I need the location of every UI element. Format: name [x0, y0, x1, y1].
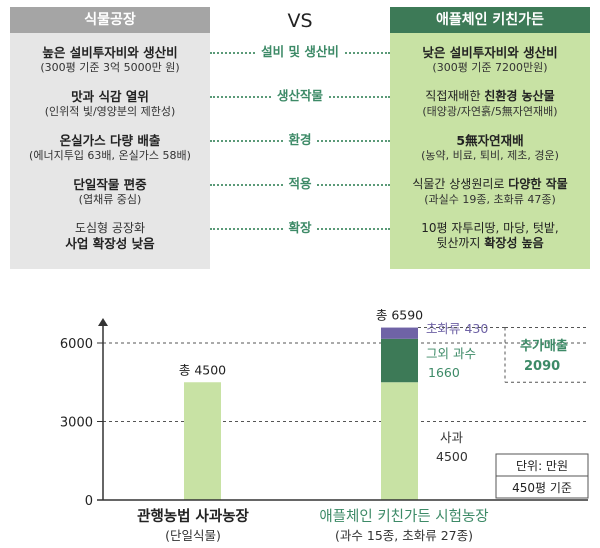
right-item-line2: (태양광/자연흙/5無자연재배) — [422, 105, 558, 118]
plant-factory-panel: 식물공장 높은 설비투자비와 생산비 (300평 기준 3억 5000만 원) … — [10, 7, 210, 269]
apple-chain-title: 애플체인 키친가든 — [390, 7, 590, 33]
left-item-cost: 높은 설비투자비와 생산비 (300평 기준 3억 5000만 원) — [10, 45, 210, 75]
bar-segment — [381, 382, 418, 500]
right-item-line2: (농약, 비료, 퇴비, 제초, 경운) — [421, 149, 559, 162]
segment-value: 1660 — [428, 365, 460, 380]
left-item-line1: 높은 설비투자비와 생산비 — [42, 45, 178, 60]
right-item-line1: 직접재배한 친환경 농산물 — [390, 89, 590, 104]
segment-value: 4500 — [436, 449, 468, 464]
right-item-application: 식물간 상생원리로 다양한 작물 (과실수 19종, 초화류 47종) — [390, 177, 590, 207]
left-item-line1: 단일작물 편중 — [73, 177, 147, 192]
right-item-line1: 10평 자투리땅, 마당, 텃밭, — [421, 221, 559, 235]
left-item-application: 단일작물 편중 (엽채류 중심) — [10, 177, 210, 207]
segment-label: 초화류 430 — [426, 321, 488, 336]
left-item-line1: 도심형 공장화 — [74, 221, 146, 235]
unit-note-box — [495, 453, 589, 499]
vs-label: VS — [287, 10, 313, 32]
right-item-line1: 식물간 상생원리로 다양한 작물 — [390, 177, 590, 192]
left-item-line2: (에너지투입 63배, 온실가스 58배) — [29, 149, 191, 162]
criterion-row-crop: 생산작물 — [210, 88, 390, 104]
segment-label: 그외 과수 — [426, 346, 476, 361]
right-item-crop: 직접재배한 친환경 농산물 (태양광/자연흙/5無자연재배) — [390, 89, 590, 119]
left-item-environment: 온실가스 다량 배출 (에너지투입 63배, 온실가스 58배) — [10, 133, 210, 163]
unit-note-line1: 단위: 만원 — [516, 459, 568, 473]
segment-label: 사과 — [440, 430, 464, 445]
right-item-text: 식물간 상생원리로 — [412, 177, 509, 191]
category-sublabel: (과수 15종, 초화류 27종) — [335, 528, 473, 543]
criterion-label: 환경 — [283, 132, 317, 148]
extra-sales-value: 2090 — [524, 359, 560, 374]
y-tick-label: 3000 — [60, 416, 93, 431]
right-item-text: 직접재배한 — [425, 89, 485, 103]
left-item-line2: 사업 확장성 낮음 — [65, 236, 155, 251]
criterion-label: 설비 및 생산비 — [256, 44, 344, 60]
plant-factory-title: 식물공장 — [10, 7, 210, 33]
criterion-row-environment: 환경 — [210, 132, 390, 148]
category-label: 애플체인 키친가든 시험농장 — [319, 508, 488, 525]
criterion-row-expansion: 확장 — [210, 220, 390, 236]
left-item-line1: 맛과 식감 열위 — [71, 89, 149, 104]
right-item-line1: 낮은 설비투자비와 생산비 — [422, 45, 558, 60]
right-item-text: 뒷산까지 — [436, 236, 485, 250]
criterion-label: 확장 — [283, 220, 317, 236]
right-item-highlight: 확장성 높음 — [484, 236, 544, 250]
criterion-row-cost: 설비 및 생산비 — [210, 44, 390, 60]
bar-segment — [381, 338, 418, 383]
left-item-line1: 온실가스 다량 배출 — [59, 133, 161, 148]
right-item-expansion: 10평 자투리땅, 마당, 텃밭, 뒷산까지 확장성 높음 — [390, 221, 590, 251]
left-item-line2: (300평 기준 3억 5000만 원) — [40, 61, 180, 74]
left-item-expansion: 도심형 공장화 사업 확장성 낮음 — [10, 221, 210, 251]
right-item-line1: 5無자연재배 — [456, 133, 524, 148]
unit-note-line2: 450평 기준 — [512, 481, 572, 495]
y-tick-label: 0 — [85, 494, 93, 509]
bar-total-label: 총 4500 — [179, 362, 226, 377]
extra-sales-label: 추가매출 — [520, 338, 568, 354]
criterion-label: 적용 — [283, 176, 317, 192]
right-item-highlight: 다양한 작물 — [508, 177, 568, 191]
left-item-line2: (인위적 빛/영양분의 제한성) — [44, 105, 176, 118]
right-item-line2: (과실수 19종, 초화류 47종) — [424, 193, 556, 206]
criterion-label: 생산작물 — [271, 88, 329, 104]
y-tick-label: 6000 — [60, 337, 93, 352]
right-item-environment: 5無자연재배 (농약, 비료, 퇴비, 제초, 경운) — [390, 133, 590, 163]
y-axis-arrow-icon — [98, 318, 108, 326]
right-item-highlight: 친환경 농산물 — [484, 89, 555, 103]
bar-segment — [381, 327, 418, 339]
right-item-line2: (300평 기준 7200만원) — [432, 61, 548, 74]
criterion-row-application: 적용 — [210, 176, 390, 192]
right-item-cost: 낮은 설비투자비와 생산비 (300평 기준 7200만원) — [390, 45, 590, 75]
right-item-line2: 뒷산까지 확장성 높음 — [390, 236, 590, 251]
apple-chain-panel: 애플체인 키친가든 낮은 설비투자비와 생산비 (300평 기준 7200만원)… — [390, 7, 590, 269]
bar-segment — [184, 382, 221, 500]
left-item-line2: (엽채류 중심) — [78, 193, 142, 206]
left-item-crop: 맛과 식감 열위 (인위적 빛/영양분의 제한성) — [10, 89, 210, 119]
bar-total-label: 총 6590 — [376, 308, 423, 323]
category-sublabel: (단일식물) — [165, 528, 221, 543]
category-label: 관행농법 사과농장 — [137, 507, 249, 525]
